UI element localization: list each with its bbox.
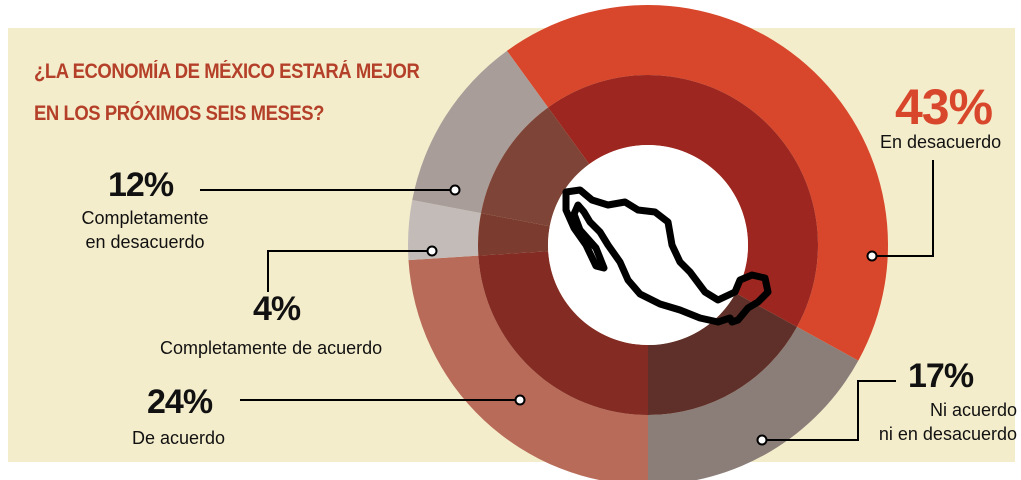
inner-segment [477,213,550,256]
inner-segment [548,74,818,327]
category-label: Ni acuerdo ni en desacuerdo [878,400,1017,444]
leader-dot [756,434,768,446]
donut-hole [548,145,748,345]
mexico-map [562,186,772,326]
value-label: 4% [253,290,301,328]
leader-dot [449,184,461,196]
value-label: 17% [908,357,974,395]
outer-segment [408,200,482,261]
leader-line [872,160,934,257]
leader-dot [866,250,878,262]
category-label: De acuerdo [132,428,226,448]
chart-title: EN LOS PRÓXIMOS SEIS MESES? [34,102,325,125]
leader-dot [426,245,438,257]
leader-line [267,250,430,292]
leader-dot [514,394,526,406]
value-label: 24% [147,383,213,421]
category-label: Completamente de acuerdo [160,338,383,358]
value-label: 43% [895,79,993,135]
inner-segment [481,107,590,227]
inner-segment [648,293,797,415]
outer-segment [412,50,549,214]
leaders [200,160,934,446]
category-label: Completamente en desacuerdo [81,208,209,252]
category-label: En desacuerdo [880,132,1002,152]
outer-segment [648,326,859,480]
donut [408,4,889,480]
value-label: 12% [108,166,174,204]
outer-segment [408,255,648,480]
outer-segment [506,4,889,361]
inner-segment [478,251,648,415]
chart-title: ¿LA ECONOMÍA DE MÉXICO ESTARÁ MEJOR [34,60,420,83]
leader-line [762,380,896,441]
